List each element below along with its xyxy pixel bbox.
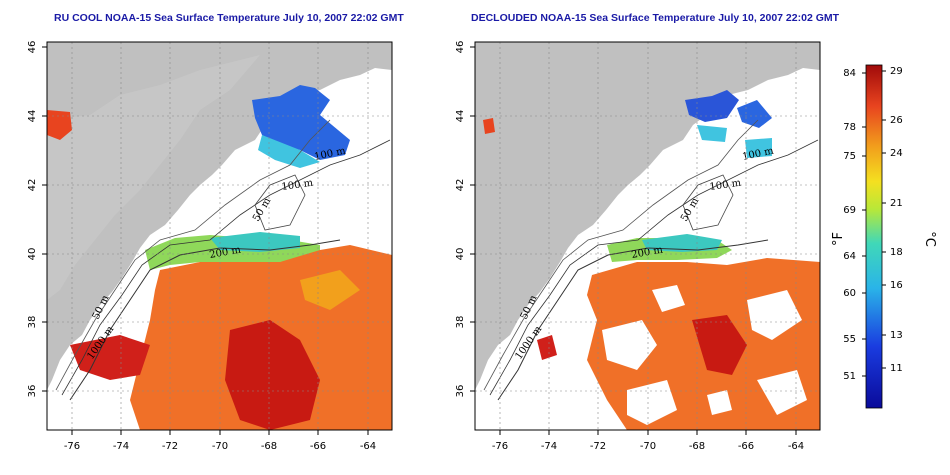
lat-tick-label: 38 — [27, 316, 38, 329]
sst-hot-core — [225, 320, 320, 430]
lon-tick-label: -72 — [162, 441, 178, 452]
colorbar-c-tick-label: 26 — [890, 115, 903, 126]
land-mass-inner — [47, 55, 260, 300]
sst-shelf-cool — [210, 232, 300, 252]
sst-warm-patch-north — [483, 118, 495, 134]
lat-tick-label: 46 — [455, 41, 466, 54]
right-map-panel: 100 m 100 m 50 m 200 m 50 m 1000 m -76 -… — [427, 0, 827, 475]
isobath-line-100 — [61, 139, 391, 396]
lon-tick-label: -68 — [689, 441, 705, 452]
lon-tick-label: -66 — [310, 441, 326, 452]
colorbar-fahrenheit-unit: °F — [831, 232, 846, 246]
isobath-line-100 — [489, 139, 819, 396]
lat-tick-label: 40 — [455, 248, 466, 261]
lon-tick-label: -72 — [590, 441, 606, 452]
colorbar-f-ticks: 84 78 75 69 64 60 55 51 — [843, 68, 866, 382]
isobath-line-200 — [69, 239, 341, 401]
lat-tick-label: 36 — [27, 385, 38, 398]
right-panel-title: DECLOUDED NOAA-15 Sea Surface Temperatur… — [471, 12, 840, 24]
sst-cold-gulf-of-maine — [685, 90, 739, 122]
lat-axis: 46 44 42 40 38 36 — [455, 41, 475, 398]
lon-tick-label: -70 — [212, 441, 228, 452]
cloud-gaps — [602, 285, 807, 425]
lat-tick-label: 44 — [455, 110, 466, 123]
sst-shelf-cool — [642, 234, 722, 252]
lon-tick-label: -74 — [541, 441, 557, 452]
colorbar-c-tick-label: 18 — [890, 247, 903, 258]
lon-axis: -76 -74 -72 -70 -68 -66 -64 — [492, 430, 804, 452]
land-mass — [475, 42, 820, 390]
lat-axis: 46 44 42 40 38 36 — [27, 41, 47, 398]
colorbar-f-tick-label: 55 — [843, 334, 856, 345]
lat-tick-label: 44 — [27, 110, 38, 123]
colorbar: 84 78 75 69 64 60 55 51 29 26 24 21 18 1… — [826, 55, 946, 420]
isobath-line-200 — [497, 239, 769, 401]
isobath-gulf-basin — [254, 174, 306, 231]
lon-tick-label: -76 — [64, 441, 80, 452]
lat-tick-label: 38 — [455, 316, 466, 329]
colorbar-c-tick-label: 11 — [890, 363, 903, 374]
sst-cool-patch-east — [745, 138, 772, 158]
colorbar-f-tick-label: 78 — [843, 122, 856, 133]
isobath-line-50 — [483, 119, 759, 391]
colorbar-f-tick-label: 60 — [843, 288, 856, 299]
sst-hot-core — [692, 315, 747, 375]
lat-tick-label: 42 — [27, 179, 38, 192]
lon-tick-label: -74 — [113, 441, 129, 452]
colorbar-celsius-unit: °C — [922, 231, 937, 247]
colorbar-c-ticks: 29 26 24 21 18 16 13 11 — [882, 66, 903, 374]
left-map-panel: 100 m 100 m 50 m 200 m 50 m 1000 m -76 -… — [0, 0, 420, 475]
lat-tick-label: 46 — [27, 41, 38, 54]
colorbar-f-tick-label: 69 — [843, 205, 856, 216]
colorbar-c-tick-label: 24 — [890, 148, 903, 159]
land-mass — [47, 42, 392, 390]
colorbar-c-tick-label: 21 — [890, 198, 903, 209]
lon-tick-label: -76 — [492, 441, 508, 452]
colorbar-gradient — [865, 64, 883, 409]
sst-warm-patch-north — [47, 110, 72, 140]
sst-hot-southwest — [70, 335, 150, 380]
sst-cool-gulf-edge — [258, 135, 320, 168]
lon-tick-label: -66 — [738, 441, 754, 452]
sst-hot-southwest — [537, 335, 557, 360]
sst-orange-streak — [300, 270, 360, 310]
lon-tick-label: -64 — [788, 441, 804, 452]
sst-cool-patch — [697, 125, 727, 142]
colorbar-f-tick-label: 84 — [843, 68, 856, 79]
colorbar-f-tick-label: 64 — [843, 251, 856, 262]
lon-tick-label: -64 — [360, 441, 376, 452]
lon-tick-label: -68 — [261, 441, 277, 452]
left-panel-title: RU COOL NOAA-15 Sea Surface Temperature … — [54, 12, 404, 24]
isobath-line-50 — [55, 119, 331, 391]
lat-tick-label: 36 — [455, 385, 466, 398]
colorbar-c-tick-label: 13 — [890, 330, 903, 341]
isobath-gulf-basin — [682, 174, 734, 231]
colorbar-f-tick-label: 51 — [843, 371, 856, 382]
colorbar-f-tick-label: 75 — [843, 151, 856, 162]
lat-tick-label: 42 — [455, 179, 466, 192]
lon-tick-label: -70 — [640, 441, 656, 452]
lon-axis: -76 -74 -72 -70 -68 -66 -64 — [64, 430, 376, 452]
colorbar-c-tick-label: 29 — [890, 66, 903, 77]
lat-tick-label: 40 — [27, 248, 38, 261]
colorbar-c-tick-label: 16 — [890, 280, 903, 291]
